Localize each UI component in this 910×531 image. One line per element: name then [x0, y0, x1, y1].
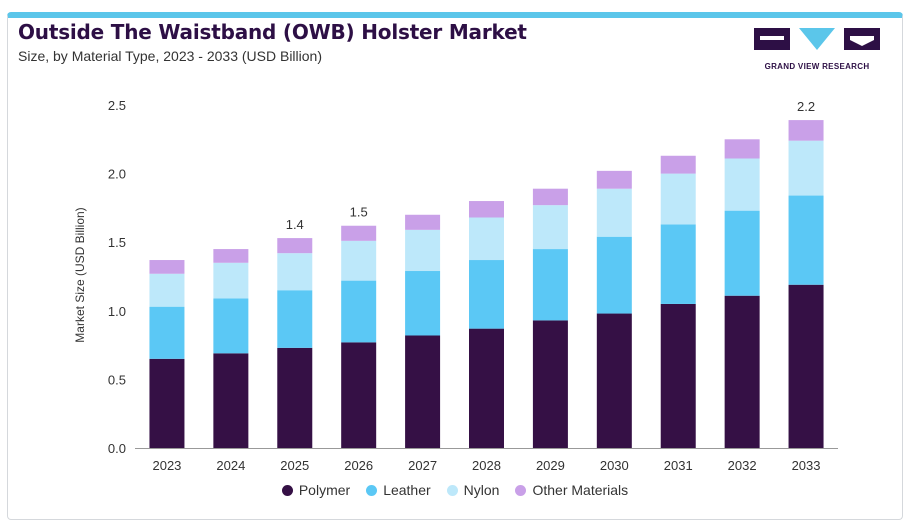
y-tick-label: 2.5 — [108, 98, 126, 113]
bar-nylon-2033 — [788, 140, 824, 196]
x-tick-label: 2027 — [408, 458, 437, 473]
y-tick-label: 2.0 — [108, 167, 126, 182]
bar-nylon-2024 — [213, 262, 249, 299]
bar-leather-2028 — [469, 260, 504, 329]
grand-view-research-logo: GRAND VIEW RESEARCH — [752, 22, 882, 72]
bar-other-materials-2029 — [532, 188, 568, 206]
gvr-logo-icon — [754, 28, 880, 50]
bar-polymer-2028 — [469, 328, 504, 448]
bars — [149, 120, 824, 448]
bar-other-materials-2031 — [660, 155, 696, 174]
bar-other-materials-2026 — [341, 225, 377, 241]
bar-leather-2031 — [660, 224, 696, 304]
x-tick-label: 2023 — [152, 458, 181, 473]
legend-item-nylon: Nylon — [446, 482, 500, 498]
chart-subtitle: Size, by Material Type, 2023 - 2033 (USD… — [18, 48, 322, 64]
y-tick-label: 1.0 — [108, 304, 126, 319]
y-tick-label: 1.5 — [108, 235, 126, 250]
bar-nylon-2030 — [596, 188, 632, 237]
y-axis: 0.0 0.5 1.0 1.5 2.0 2.5 — [108, 98, 126, 456]
x-tick-label: 2025 — [280, 458, 309, 473]
legend-item-polymer: Polymer — [281, 482, 351, 498]
logo-text: GRAND VIEW RESEARCH — [764, 62, 870, 71]
x-tick-label: 2031 — [664, 458, 693, 473]
data-label-2026: 1.5 — [350, 205, 368, 220]
bar-polymer-2026 — [341, 342, 377, 448]
data-labels: 1.4 1.5 2.2 — [286, 99, 815, 232]
bar-leather-2029 — [532, 249, 568, 321]
bar-nylon-2027 — [405, 229, 441, 272]
legend-swatch — [281, 485, 293, 496]
bar-nylon-2031 — [660, 173, 696, 225]
bar-polymer-2030 — [596, 313, 632, 448]
bar-leather-2032 — [724, 210, 760, 296]
y-tick-label: 0.0 — [108, 441, 126, 456]
bar-polymer-2024 — [213, 353, 249, 448]
legend-label: Nylon — [463, 482, 500, 498]
bar-other-materials-2033 — [788, 120, 824, 141]
bar-nylon-2028 — [469, 217, 504, 261]
bar-polymer-2032 — [724, 295, 760, 448]
x-tick-label: 2028 — [472, 458, 501, 473]
bar-nylon-2026 — [341, 240, 377, 281]
x-axis: 2023 2024 2025 2026 2027 2028 2029 2030 2031 2032… — [152, 458, 820, 473]
x-tick-label: 2024 — [216, 458, 245, 473]
stacked-bar-chart: Market Size (USD Billion) 0.0 0.5 1.0 1.5 2.… — [73, 98, 838, 473]
bar-nylon-2029 — [532, 205, 568, 250]
bar-other-materials-2032 — [724, 139, 760, 159]
bar-polymer-2031 — [660, 303, 696, 448]
legend: Polymer Leather Nylon Other Materials — [0, 482, 910, 498]
x-tick-label: 2033 — [792, 458, 821, 473]
x-tick-label: 2032 — [728, 458, 757, 473]
data-label-2033: 2.2 — [797, 99, 815, 114]
x-tick-label: 2026 — [344, 458, 373, 473]
legend-swatch — [515, 485, 527, 496]
bar-polymer-2033 — [788, 284, 824, 448]
legend-label: Leather — [383, 482, 431, 498]
bar-other-materials-2030 — [596, 170, 632, 189]
bar-nylon-2032 — [724, 158, 760, 211]
bar-nylon-2025 — [277, 253, 313, 291]
bar-leather-2023 — [149, 306, 185, 359]
bar-nylon-2023 — [149, 273, 185, 307]
bar-other-materials-2023 — [149, 260, 185, 274]
bar-polymer-2023 — [149, 358, 185, 448]
legend-swatch — [366, 485, 378, 496]
x-tick-label: 2029 — [536, 458, 565, 473]
x-tick-label: 2030 — [600, 458, 629, 473]
bar-polymer-2025 — [277, 347, 313, 448]
bar-leather-2024 — [213, 298, 249, 354]
legend-label: Other Materials — [532, 482, 629, 498]
bar-leather-2026 — [341, 280, 377, 343]
bar-leather-2030 — [596, 236, 632, 314]
bar-other-materials-2027 — [405, 214, 441, 230]
bar-leather-2025 — [277, 290, 313, 348]
bar-polymer-2027 — [405, 335, 441, 448]
y-tick-label: 0.5 — [108, 372, 126, 387]
bar-other-materials-2025 — [277, 238, 313, 254]
legend-item-leather: Leather — [366, 482, 431, 498]
y-axis-label: Market Size (USD Billion) — [73, 207, 87, 342]
legend-label: Polymer — [298, 482, 351, 498]
bar-polymer-2029 — [532, 320, 568, 448]
data-label-2025: 1.4 — [286, 217, 304, 232]
bar-other-materials-2028 — [469, 201, 504, 218]
bar-leather-2033 — [788, 195, 824, 285]
legend-swatch — [446, 485, 458, 496]
bar-other-materials-2024 — [213, 249, 249, 263]
bar-leather-2027 — [405, 271, 441, 336]
legend-item-other-materials: Other Materials — [515, 482, 628, 498]
chart-title: Outside The Waistband (OWB) Holster Mark… — [18, 20, 527, 44]
